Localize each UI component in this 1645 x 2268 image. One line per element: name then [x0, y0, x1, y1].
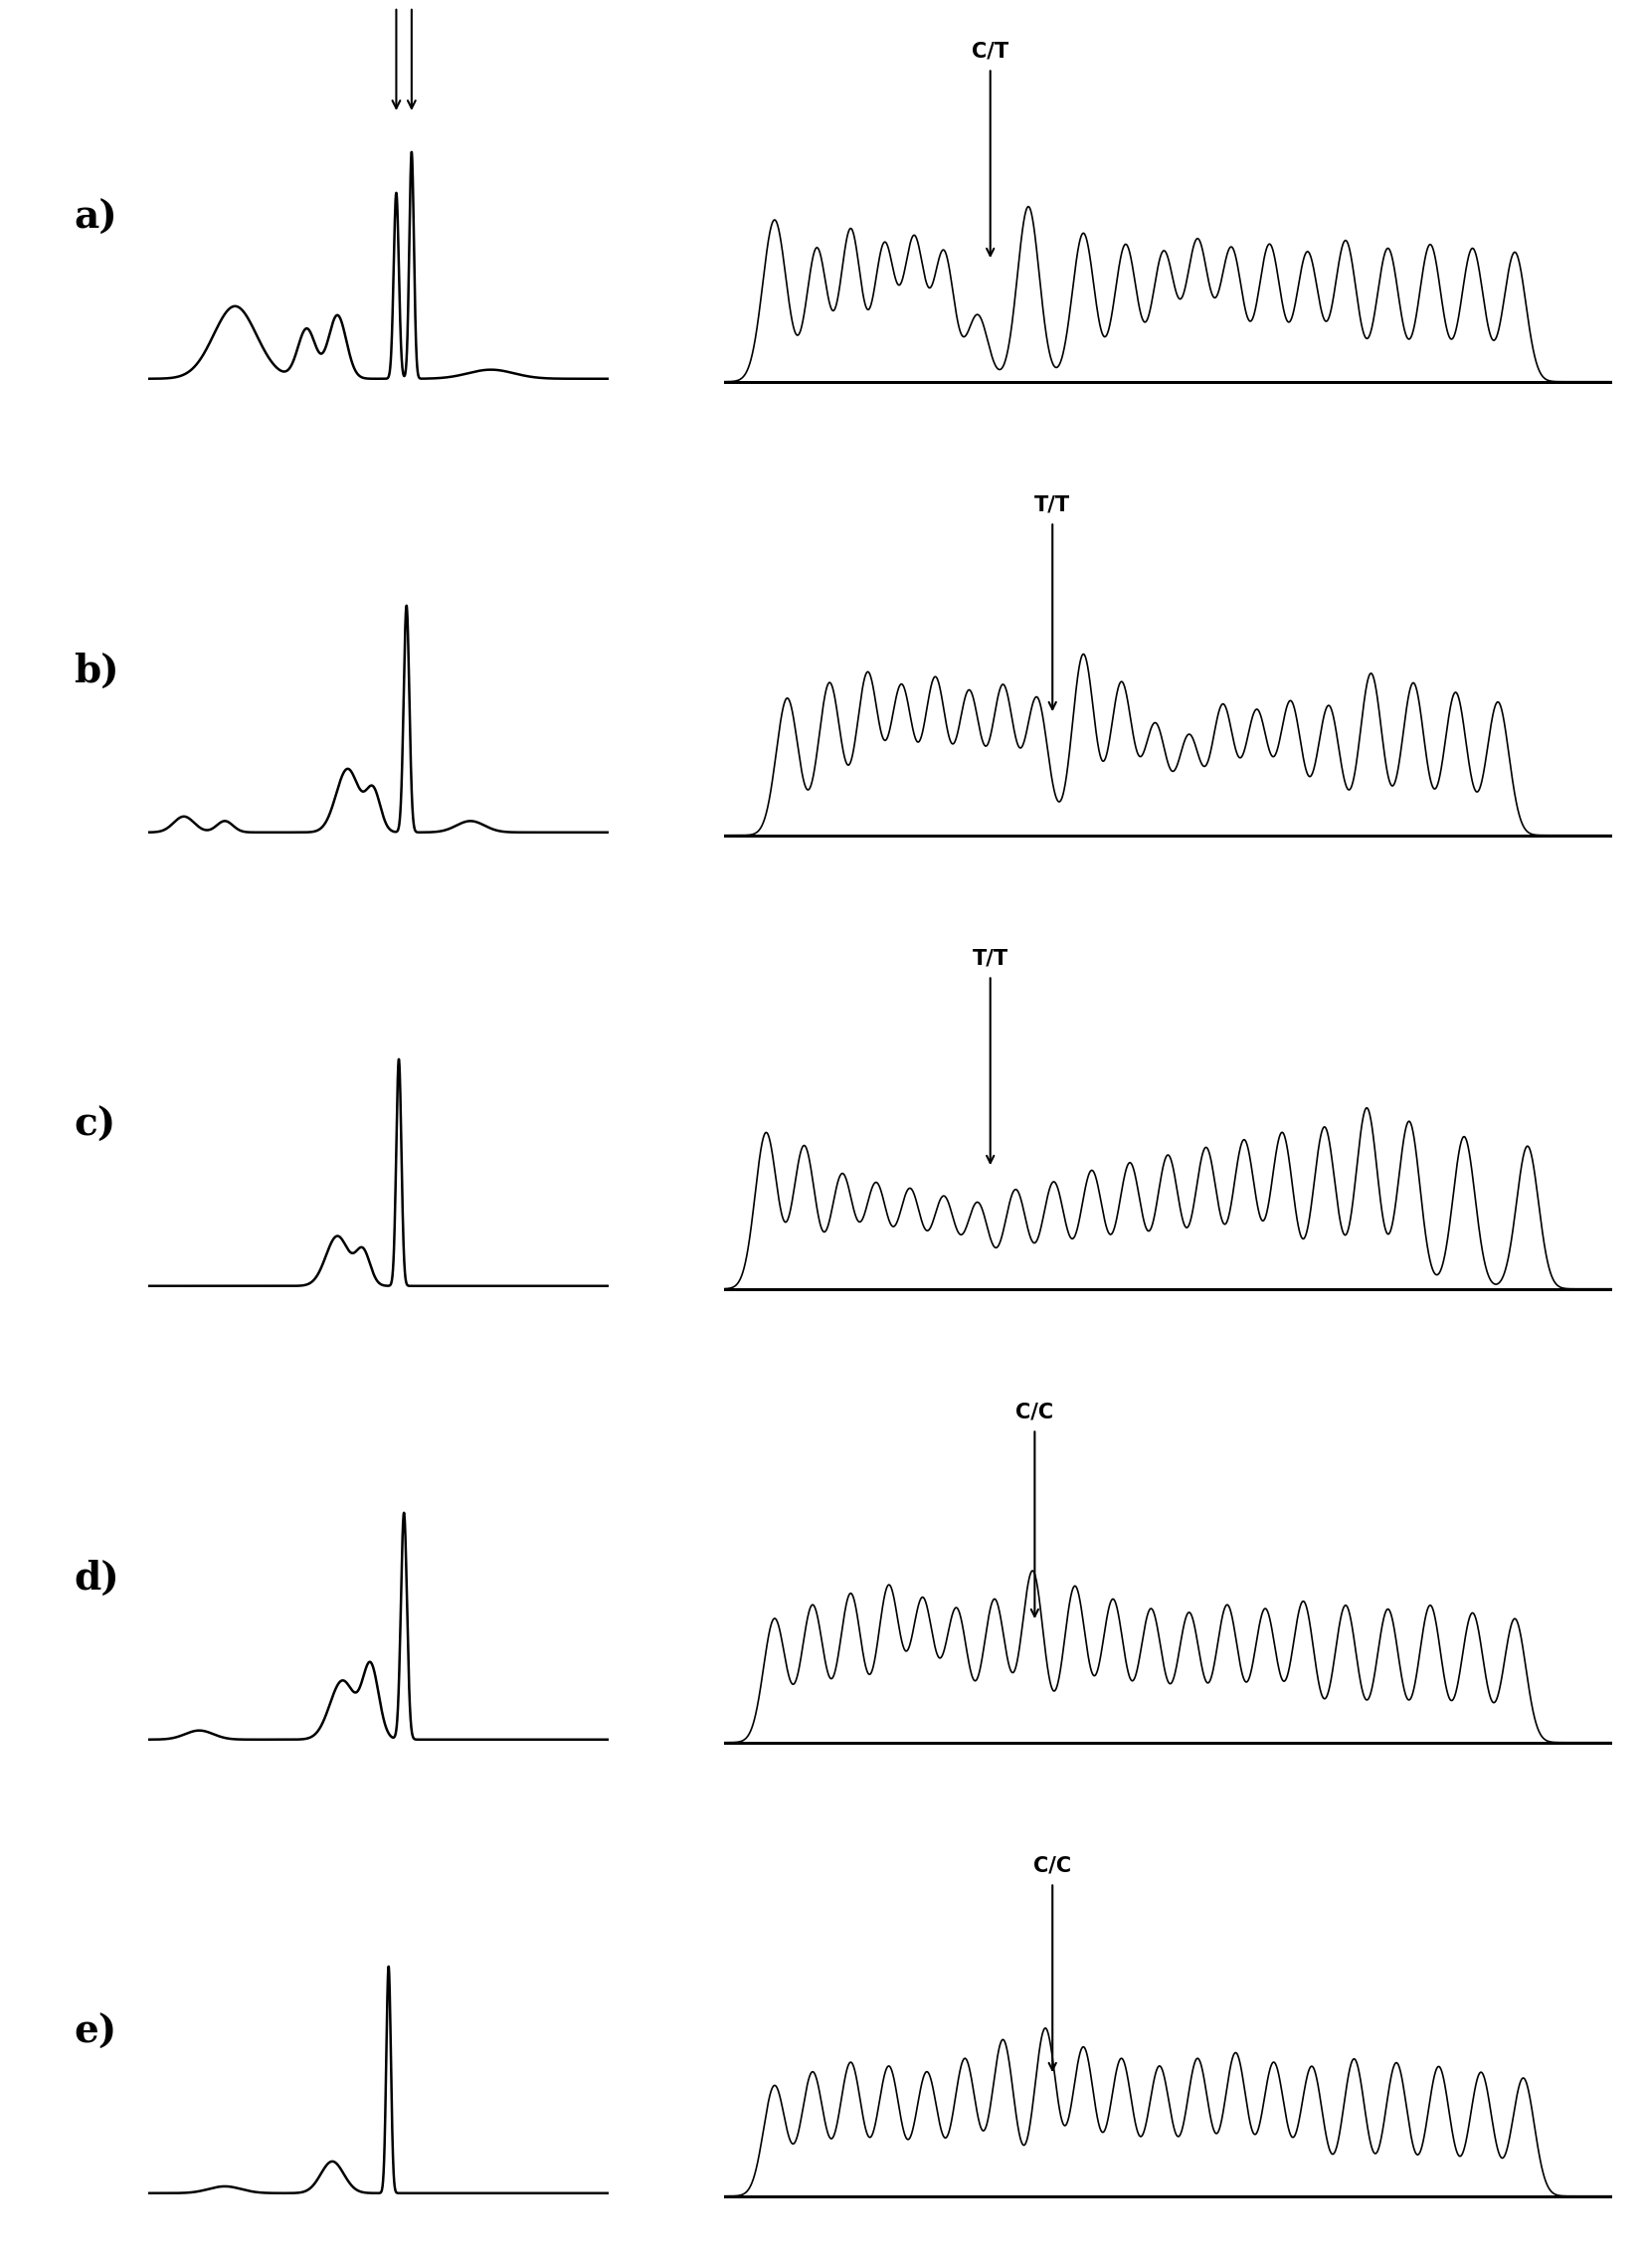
- Text: b): b): [74, 653, 120, 689]
- Text: a): a): [74, 200, 117, 236]
- Text: e): e): [74, 2014, 117, 2050]
- Text: C/T: C/T: [972, 41, 1008, 61]
- Text: T/T: T/T: [972, 948, 1008, 968]
- Text: C/C: C/C: [1015, 1402, 1054, 1422]
- Text: d): d): [74, 1560, 120, 1597]
- Text: T/T: T/T: [1035, 494, 1071, 515]
- Text: C/C: C/C: [1033, 1855, 1071, 1876]
- Text: c): c): [74, 1107, 117, 1143]
